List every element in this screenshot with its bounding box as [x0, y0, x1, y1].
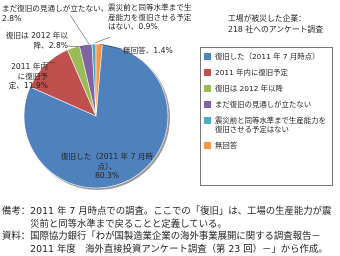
leader-line: [69, 14, 90, 45]
slice-label: 震災前と同等水準まで生産能力を復旧させる予定はない、0.9%: [108, 3, 192, 31]
slice-label: 復旧は 2012 年以降、2.8%: [5, 31, 68, 50]
legend-swatch: [204, 142, 211, 149]
legend-label: 震災前と同等水準まで生産能力を復旧させる予定はない: [215, 116, 326, 134]
remark: 備考： 2011 年 7 月時点での調査。ここでの「復旧」は、工場の生産能力が震災…: [2, 206, 332, 230]
pie-area: [23, 14, 170, 190]
source: 資料： 国際協力銀行「わが国製造業企業の海外事業展開に関する調査報告－2011 年…: [2, 231, 328, 255]
legend-entry: まだ復旧の見通しが立たない: [204, 100, 329, 109]
leader-line: [41, 61, 56, 64]
legend-swatch: [204, 117, 211, 124]
slice-label: 2011 年内に復旧予定、11.9%: [8, 62, 48, 90]
legend-swatch: [204, 69, 211, 76]
legend-label: まだ復旧の見通しが立たない: [215, 100, 312, 109]
legend-title: 工場が被災した企業： 218 社へのアンケート調査: [228, 14, 324, 34]
leader-lines: [41, 14, 123, 64]
leader-line: [99, 43, 123, 50]
legend-label: 復旧は 2012 年以降: [215, 84, 283, 93]
legend-swatch: [204, 85, 211, 92]
slice-label: 復旧した（2011 年 7 月時点）、 80.3%: [60, 152, 154, 180]
legend-entry: 復旧は 2012 年以降: [204, 84, 329, 93]
slice-label: 無回答、1.4%: [123, 46, 173, 55]
legend-label: 復旧した（2011 年 7 月時点）: [215, 52, 320, 61]
legend-label: 無回答: [215, 141, 238, 150]
legend-entry: 無回答: [204, 141, 329, 150]
legend-swatch: [204, 53, 211, 60]
slice-label: まだ復旧の見通しが立たない、2.8%: [2, 4, 109, 23]
legend: 復旧した（2011 年 7 月時点） 2011 年内に復旧予定 復旧は 2012 年…: [200, 47, 333, 186]
leader-line: [67, 45, 84, 48]
legend-entry: 2011 年内に復旧予定: [204, 68, 329, 77]
legend-entry: 震災前と同等水準まで生産能力を復旧させる予定はない: [204, 116, 329, 134]
legend-label: 2011 年内に復旧予定: [215, 68, 288, 77]
legend-entry: 復旧した（2011 年 7 月時点）: [204, 52, 329, 61]
legend-swatch: [204, 101, 211, 108]
leader-line: [94, 36, 111, 44]
